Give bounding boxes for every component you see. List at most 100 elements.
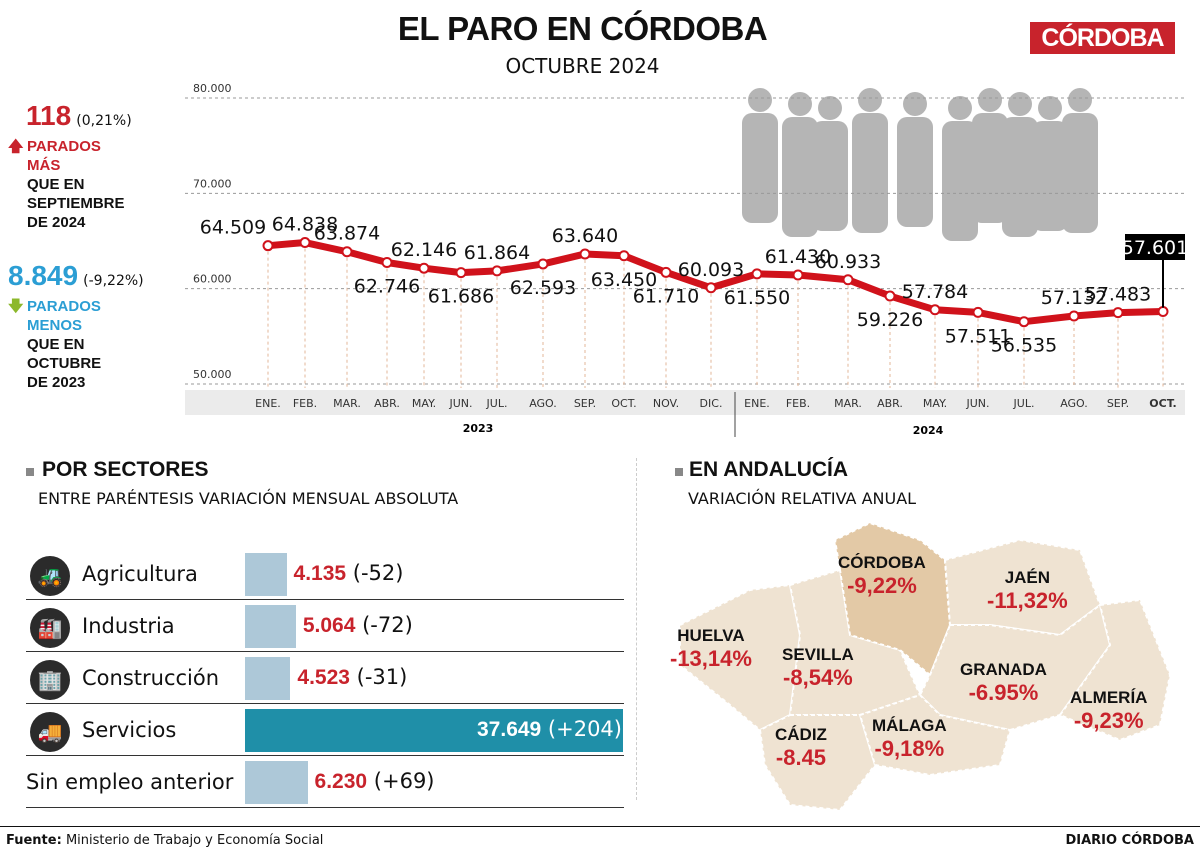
person-icon xyxy=(948,96,972,120)
data-point xyxy=(381,256,393,268)
data-label: 63.640 xyxy=(552,225,618,247)
person-body xyxy=(812,121,848,231)
x-tick-label: FEB. xyxy=(293,397,317,410)
truck-icon: 🚚 xyxy=(30,712,70,752)
province-value: -9,18% xyxy=(874,736,945,761)
footer: Fuente: Ministerio de Trabajo y Economía… xyxy=(0,826,1200,848)
sectors-heading: POR SECTORES xyxy=(26,458,208,482)
data-point xyxy=(537,258,549,270)
y-tick-label: 70.000 xyxy=(193,177,232,190)
sector-row: 🚜 Agricultura 4.135 (-52) xyxy=(26,548,624,600)
x-tick-label: OCT. xyxy=(611,397,636,410)
data-label: 64.509 xyxy=(200,217,266,239)
people-silhouettes-icon xyxy=(742,88,1098,241)
data-point xyxy=(842,274,854,286)
divider xyxy=(636,458,637,800)
person-icon xyxy=(818,96,842,120)
sector-change: (+204) xyxy=(547,717,622,741)
province-value: -9,23% xyxy=(1073,708,1144,733)
data-point xyxy=(299,237,311,249)
data-label: 62.746 xyxy=(354,275,420,297)
data-label: 62.593 xyxy=(510,277,576,299)
summary-down: 8.849 (-9,22%) xyxy=(8,260,144,292)
sector-row: 🏢 Construcción 4.523 (-31) xyxy=(26,652,624,704)
person-body xyxy=(1002,117,1038,237)
x-tick-label: ABR. xyxy=(877,397,903,410)
down-l3: QUE EN xyxy=(27,336,85,353)
data-point xyxy=(929,304,941,316)
sectors-subtitle: ENTRE PARÉNTESIS VARIACIÓN MENSUAL ABSOL… xyxy=(38,489,459,508)
sector-name: Industria xyxy=(82,614,175,638)
x-tick-label: JUN. xyxy=(965,397,989,410)
province-name: JAÉN xyxy=(1004,568,1051,587)
logo: CÓRDOBA xyxy=(1030,22,1175,54)
data-point xyxy=(1068,310,1080,322)
data-point xyxy=(491,265,503,277)
data-label: 60.933 xyxy=(815,251,881,273)
line-chart: 50.000 60.000 70.000 80.000 ENE. FEB. MAR. ABR.… xyxy=(185,82,1188,437)
up-l4: SEPTIEMBRE xyxy=(27,195,125,212)
data-point xyxy=(418,262,430,274)
y-tick-label: 80.000 xyxy=(193,82,232,95)
year-label: 2023 xyxy=(463,422,494,435)
sector-name: Construcción xyxy=(82,666,220,690)
person-icon xyxy=(858,88,882,112)
sector-value: 5.064 xyxy=(302,614,356,637)
province-label: HUELVA -13,14% xyxy=(670,626,752,672)
source-text: Ministerio de Trabajo y Economía Social xyxy=(65,833,324,848)
person-icon xyxy=(788,92,812,116)
series-line xyxy=(267,239,1164,326)
x-axis-band xyxy=(185,390,1185,415)
province-value: -13,14% xyxy=(670,646,752,671)
down-l1: PARADOS xyxy=(27,298,101,315)
data-point xyxy=(1112,307,1124,319)
buildings-icon: 🏢 xyxy=(30,660,70,700)
province-name: ALMERÍA xyxy=(1070,688,1148,707)
source-label: Fuente: xyxy=(6,833,62,848)
province-label: JAÉN -11,32% xyxy=(987,568,1068,614)
data-label: 61.550 xyxy=(724,287,790,309)
data-point xyxy=(262,240,274,252)
page-subtitle: OCTUBRE 2024 xyxy=(505,54,660,78)
person-icon xyxy=(1068,88,1092,112)
sector-value: 4.523 xyxy=(297,666,350,689)
x-tick-label: DIC. xyxy=(700,397,723,410)
up-l1: PARADOS xyxy=(27,138,101,155)
province-name: CÁDIZ xyxy=(775,725,827,744)
down-l5: DE 2023 xyxy=(27,374,86,391)
person-icon xyxy=(903,92,927,116)
x-tick-label: MAY. xyxy=(412,397,436,410)
x-tick-label: ENE. xyxy=(255,397,281,410)
data-point xyxy=(751,268,763,280)
sector-value: 37.649 xyxy=(477,718,542,741)
arrow-down-icon: 🡇 xyxy=(8,298,24,315)
sector-bar xyxy=(245,709,623,752)
sector-value: 6.230 xyxy=(314,770,368,793)
person-body xyxy=(742,113,778,223)
andalucia-map xyxy=(679,521,1172,812)
down-l4: OCTUBRE xyxy=(27,355,102,372)
sector-change: (-52) xyxy=(352,561,404,585)
person-body xyxy=(1032,121,1068,231)
arrow-up-icon: 🡅 xyxy=(8,138,24,155)
brand: DIARIO CÓRDOBA xyxy=(1065,833,1194,848)
data-label: 57.601 xyxy=(1122,237,1188,259)
province-value: -11,32% xyxy=(987,588,1068,613)
data-point xyxy=(972,306,984,318)
data-label: 57.511 xyxy=(945,325,1011,347)
province-huelva xyxy=(679,583,802,732)
year-label: 2024 xyxy=(913,424,944,437)
sector-row: Sin empleo anterior 6.230 (+69) xyxy=(26,756,624,808)
up-text: PARADOS MÁS QUE EN SEPTIEMBRE DE 2024 xyxy=(27,137,125,232)
province-name: HUELVA xyxy=(677,626,745,645)
page-title: EL PARO EN CÓRDOBA xyxy=(397,10,768,47)
province-value: -8.45 xyxy=(775,745,827,770)
x-tick-label: MAR. xyxy=(333,397,361,410)
up-pct: (0,21%) xyxy=(76,113,132,129)
data-label: 64.838 xyxy=(272,214,338,236)
data-point xyxy=(455,267,467,279)
data-point xyxy=(884,290,896,302)
person-body xyxy=(897,117,933,227)
province-value: -8,54% xyxy=(783,665,853,690)
sectors-title: POR SECTORES xyxy=(42,458,209,481)
